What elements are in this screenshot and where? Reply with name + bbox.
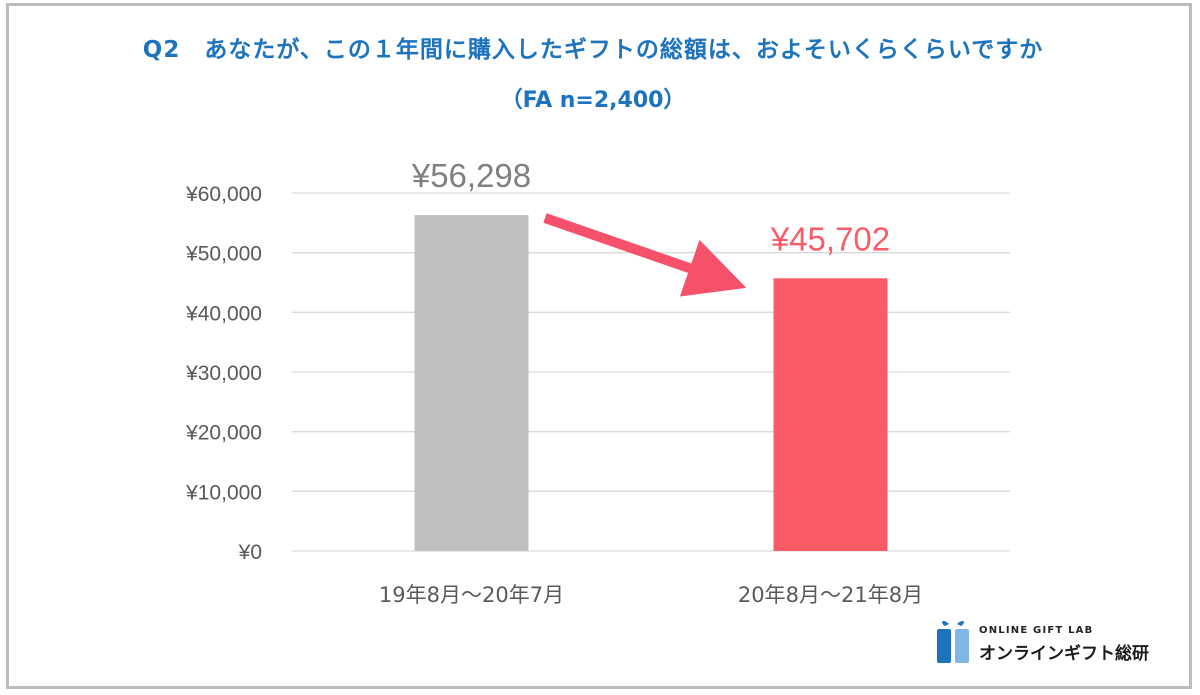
y-axis-tick-labels: ¥0 ¥10,000 ¥20,000 ¥30,000 ¥40,000 ¥50,000 ¥60…	[185, 183, 262, 564]
y-tick-label: ¥0	[238, 541, 262, 564]
y-tick-label: ¥30,000	[185, 362, 262, 385]
gridlines	[292, 192, 1010, 552]
decrease-arrow-icon	[543, 213, 747, 297]
y-tick-label: ¥20,000	[185, 422, 262, 445]
chart-frame	[6, 3, 1192, 689]
logo-japanese-text: オンラインギフト総研	[979, 644, 1149, 664]
y-tick-label: ¥10,000	[185, 481, 262, 504]
gift-box-icon	[937, 620, 969, 663]
x-tick-label-1: 19年8月～20年7月	[379, 583, 564, 607]
data-label-1: ¥56,298	[411, 157, 531, 194]
bar-2	[773, 278, 888, 551]
y-tick-label: ¥40,000	[185, 302, 262, 325]
chart-subtitle: （FA n=2,400）	[500, 88, 686, 113]
online-gift-lab-logo: ONLINE GIFT LAB オンラインギフト総研	[935, 617, 1175, 665]
bars	[414, 215, 888, 551]
x-axis-tick-labels: 19年8月～20年7月 20年8月～21年8月	[379, 583, 923, 607]
x-tick-label-2: 20年8月～21年8月	[738, 583, 923, 607]
data-label-2: ¥45,702	[770, 220, 890, 257]
chart-title: Q2 あなたが、この１年間に購入したギフトの総額は、およそいくらくらいですか	[142, 37, 1044, 63]
logo-english-text: ONLINE GIFT LAB	[979, 625, 1094, 636]
y-tick-label: ¥60,000	[185, 183, 262, 206]
bar-1	[414, 215, 529, 551]
data-labels: ¥56,298 ¥45,702	[411, 157, 890, 257]
y-tick-label: ¥50,000	[185, 243, 262, 266]
